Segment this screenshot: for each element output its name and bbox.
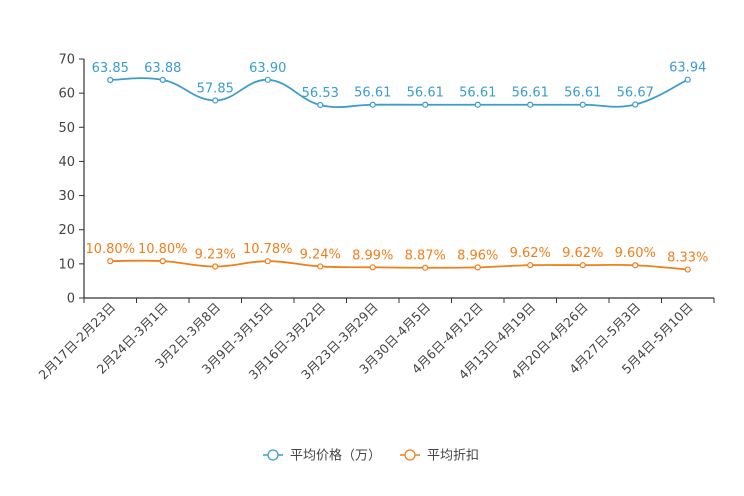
y-tick-label: 60 — [58, 87, 75, 102]
data-point[interactable] — [422, 264, 429, 271]
y-tick-label: 40 — [58, 155, 75, 170]
y-tick-label: 20 — [58, 223, 75, 238]
data-label: 56.61 — [512, 86, 549, 101]
data-label: 57.85 — [197, 81, 234, 96]
data-label: 9.24% — [300, 247, 341, 262]
data-label: 8.99% — [352, 248, 393, 263]
data-point[interactable] — [107, 258, 114, 265]
data-label: 56.67 — [617, 86, 654, 101]
data-point[interactable] — [264, 258, 271, 265]
x-axis-ticks: 2月17日-2月23日2月24日-3月1日3月2日-3月8日3月9日-3月15日… — [35, 298, 715, 382]
legend[interactable]: 平均价格（万） 平均折扣 — [263, 448, 479, 464]
data-label: 63.94 — [669, 61, 706, 76]
data-point[interactable] — [422, 101, 429, 108]
data-label: 9.23% — [195, 247, 236, 262]
y-tick-label: 0 — [67, 292, 75, 307]
data-point[interactable] — [107, 76, 114, 84]
data-label: 56.61 — [354, 86, 391, 101]
data-label: 56.53 — [302, 86, 339, 101]
data-point[interactable] — [684, 76, 691, 83]
y-tick-label: 50 — [58, 121, 75, 136]
y-axis-ticks: 0 10 20 30 40 50 60 70 — [58, 53, 84, 307]
data-point[interactable] — [579, 101, 586, 108]
data-label: 9.62% — [510, 246, 551, 261]
series-2: 10.80% 10.80% 9.23% 10.78% 9.24% 8.99% 8.87% 8.… — [85, 242, 708, 273]
data-point[interactable] — [369, 264, 376, 271]
data-point[interactable] — [474, 101, 481, 108]
data-point[interactable] — [632, 262, 639, 269]
data-label: 9.62% — [562, 246, 603, 261]
y-tick-label: 30 — [58, 189, 75, 204]
data-point[interactable] — [264, 76, 271, 83]
data-label: 8.33% — [667, 251, 708, 266]
series-1: 63.85 63.88 57.85 63.90 56.53 56.61 56.61 56.61… — [92, 61, 706, 109]
data-label: 8.96% — [457, 248, 498, 263]
series-line — [110, 259, 688, 271]
data-label: 63.85 — [92, 61, 129, 76]
data-label: 63.88 — [144, 61, 181, 76]
data-point[interactable] — [684, 266, 691, 273]
data-point[interactable] — [474, 264, 481, 271]
data-point[interactable] — [212, 263, 219, 270]
data-label: 56.61 — [459, 86, 496, 101]
data-label: 10.80% — [85, 242, 135, 257]
data-label: 9.60% — [615, 246, 656, 261]
legend-item-2[interactable]: 平均折扣 — [400, 449, 479, 464]
data-label: 56.61 — [564, 86, 601, 101]
y-tick-label: 70 — [58, 53, 75, 68]
data-label: 56.61 — [407, 86, 444, 101]
data-point[interactable] — [317, 101, 324, 109]
legend-swatch-marker — [404, 449, 416, 461]
data-point[interactable] — [579, 262, 586, 269]
legend-label: 平均折扣 — [427, 449, 479, 464]
data-point[interactable] — [159, 76, 166, 83]
legend-item-1[interactable]: 平均价格（万） — [263, 448, 381, 464]
data-point[interactable] — [527, 262, 534, 269]
data-label: 10.80% — [138, 242, 188, 257]
data-point[interactable] — [527, 101, 534, 108]
data-point[interactable] — [369, 101, 376, 108]
data-point[interactable] — [212, 97, 219, 104]
data-label: 10.78% — [243, 242, 293, 257]
data-point[interactable] — [317, 263, 324, 270]
data-point[interactable] — [159, 258, 166, 265]
series-layer: 63.85 63.88 57.85 63.90 56.53 56.61 56.61 56.61… — [85, 61, 708, 273]
data-label: 63.90 — [249, 61, 286, 76]
legend-swatch-marker — [267, 449, 279, 461]
data-point[interactable] — [632, 101, 639, 108]
data-label: 8.87% — [405, 249, 446, 264]
legend-label: 平均价格（万） — [290, 448, 381, 464]
y-tick-label: 10 — [58, 257, 75, 272]
